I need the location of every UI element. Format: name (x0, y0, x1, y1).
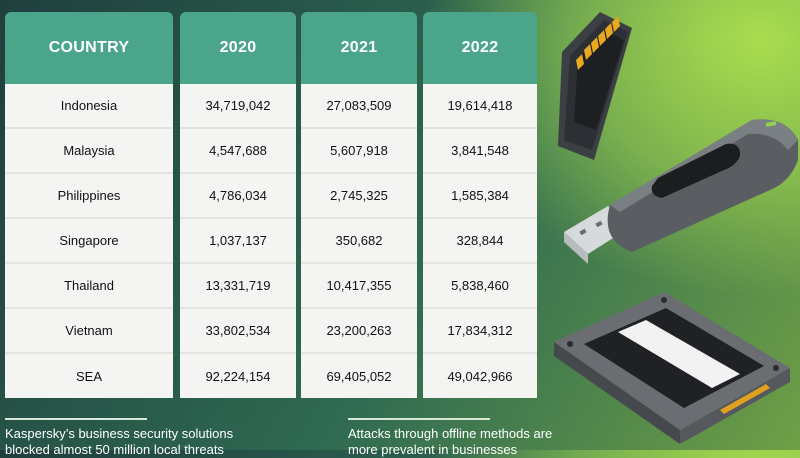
ssd-drive-icon (554, 292, 790, 444)
year-2021-column: 2021 27,083,509 5,607,918 2,745,325 350,… (301, 12, 417, 398)
cell-2021: 350,682 (301, 219, 417, 264)
divider (348, 418, 490, 420)
note-left-line1: Kaspersky’s business security solutions (5, 426, 234, 441)
header-2022: 2022 (423, 12, 537, 84)
cell-2021: 5,607,918 (301, 129, 417, 174)
cell-2022: 328,844 (423, 219, 537, 264)
cell-country: SEA (5, 354, 173, 398)
cell-2022: 17,834,312 (423, 309, 537, 354)
usb-drive-icon (564, 119, 798, 264)
year-2022-column: 2022 19,614,418 3,841,548 1,585,384 328,… (423, 12, 537, 398)
cell-2020: 1,037,137 (180, 219, 296, 264)
cell-2022: 3,841,548 (423, 129, 537, 174)
cell-2022: 5,838,460 (423, 264, 537, 309)
cell-country: Philippines (5, 174, 173, 219)
sd-card-icon (558, 12, 632, 160)
header-2020: 2020 (180, 12, 296, 84)
cell-2020: 34,719,042 (180, 84, 296, 129)
storage-devices-illustration (554, 12, 798, 444)
cell-2021: 27,083,509 (301, 84, 417, 129)
header-country: COUNTRY (5, 12, 173, 84)
cell-2021: 23,200,263 (301, 309, 417, 354)
country-column: COUNTRY Indonesia Malaysia Philippines S… (5, 12, 173, 398)
cell-country: Vietnam (5, 309, 173, 354)
cell-country: Malaysia (5, 129, 173, 174)
cell-2020: 4,547,688 (180, 129, 296, 174)
divider (5, 418, 147, 420)
cell-2020: 13,331,719 (180, 264, 296, 309)
cell-country: Thailand (5, 264, 173, 309)
header-2021: 2021 (301, 12, 417, 84)
cell-country: Indonesia (5, 84, 173, 129)
cell-2020: 92,224,154 (180, 354, 296, 398)
note-left-line2: blocked almost 50 million local threats (5, 442, 224, 457)
note-right-line1: Attacks through offline methods are (348, 426, 553, 441)
cell-2022: 1,585,384 (423, 174, 537, 219)
cell-2021: 2,745,325 (301, 174, 417, 219)
cell-country: Singapore (5, 219, 173, 264)
cell-2022: 19,614,418 (423, 84, 537, 129)
cell-2021: 69,405,052 (301, 354, 417, 398)
cell-2020: 33,802,534 (180, 309, 296, 354)
cell-2022: 49,042,966 (423, 354, 537, 398)
note-left: Kaspersky’s business security solutions … (5, 418, 265, 458)
cell-2021: 10,417,355 (301, 264, 417, 309)
year-2020-column: 2020 34,719,042 4,547,688 4,786,034 1,03… (180, 12, 296, 398)
cell-2020: 4,786,034 (180, 174, 296, 219)
